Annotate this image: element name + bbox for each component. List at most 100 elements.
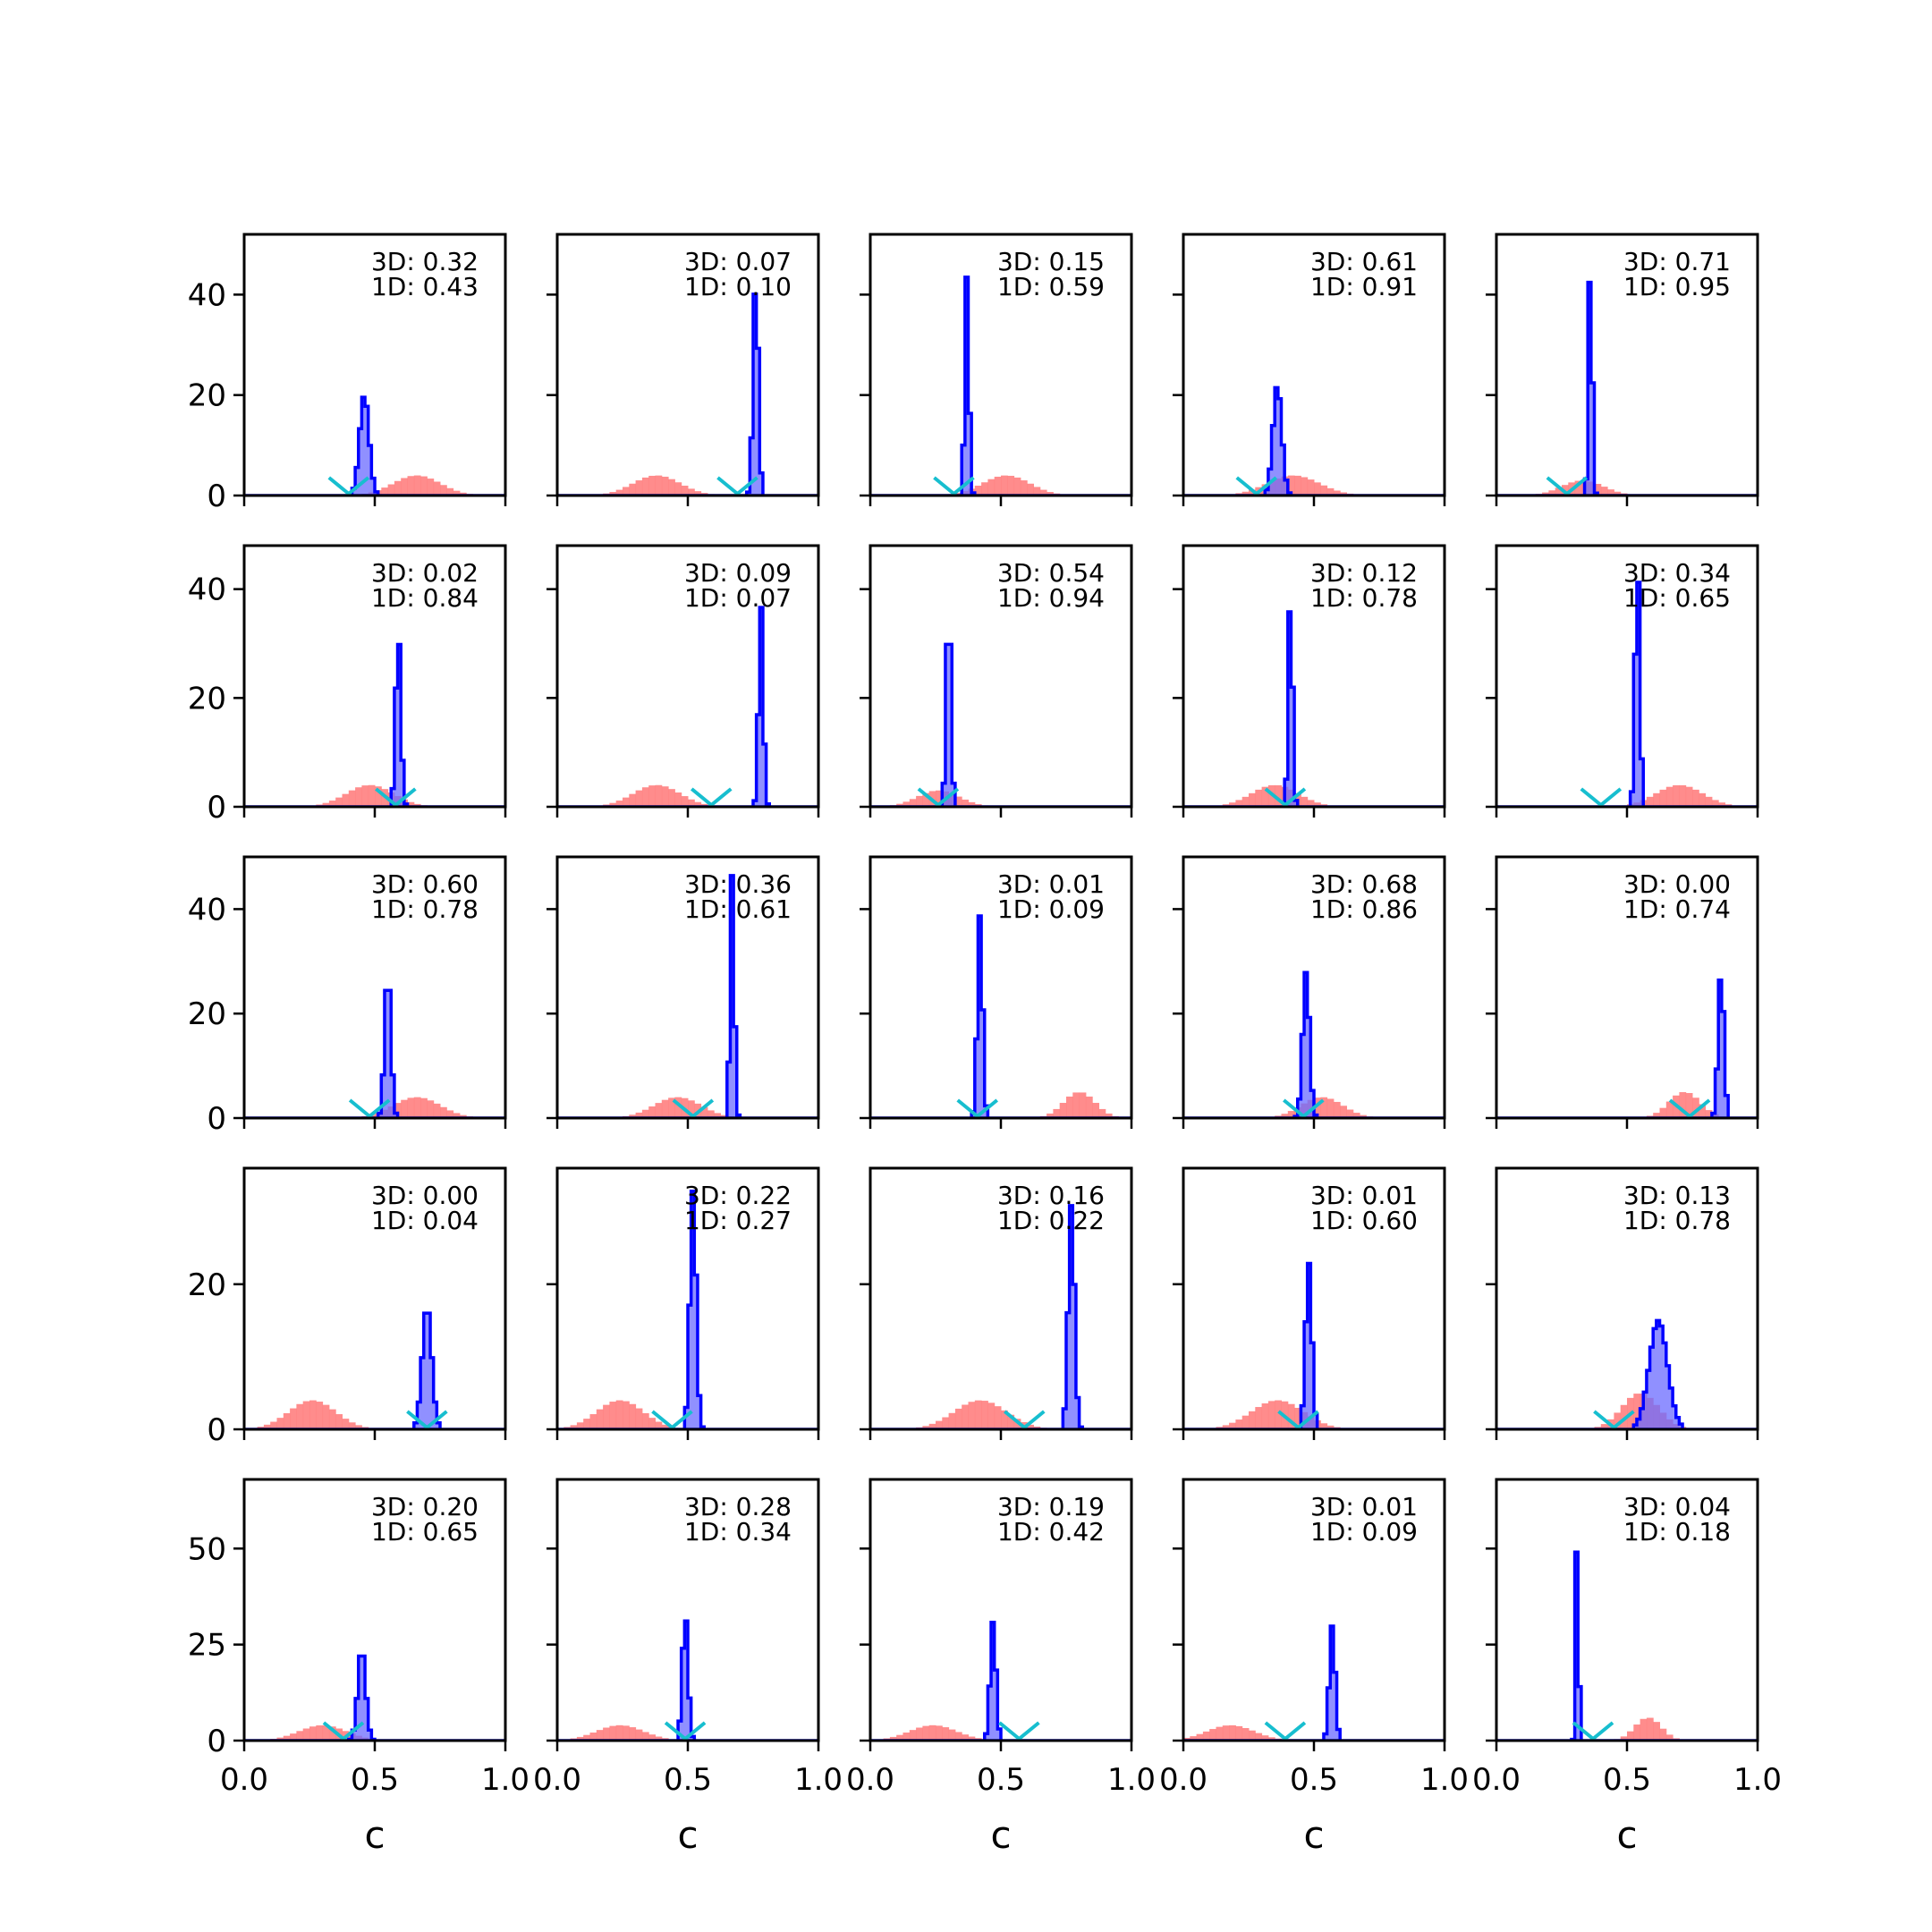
panel-annotation: 3D: 0.16	[997, 1181, 1105, 1210]
y-tick-label: 20	[188, 996, 226, 1032]
prior-bar	[1659, 1728, 1667, 1741]
prior-bar	[968, 1402, 976, 1429]
posterior-step	[1183, 970, 1445, 1118]
prior-bar	[1600, 487, 1608, 496]
panel-content	[557, 292, 818, 496]
prior-bar	[1333, 490, 1341, 496]
prior-bar	[922, 1725, 930, 1741]
prior-bar	[909, 799, 917, 807]
panel-annotation: 3D: 0.71	[1623, 247, 1731, 276]
panel-annotation: 3D: 0.32	[371, 247, 479, 276]
prior-bar	[623, 797, 630, 807]
panel-annotation: 1D: 0.95	[1623, 272, 1731, 301]
posterior-step	[1496, 280, 1758, 496]
truth-marker	[1593, 1410, 1635, 1429]
panel-annotation: 1D: 0.60	[1310, 1206, 1418, 1235]
posterior-step	[244, 642, 505, 807]
panel-annotation: 1D: 0.61	[684, 894, 792, 924]
prior-bar	[909, 1730, 917, 1741]
posterior-fill	[870, 916, 1131, 1118]
prior-bar	[1229, 1724, 1236, 1741]
y-tick-label: 0	[207, 1101, 226, 1137]
prior-bar	[1692, 1097, 1699, 1118]
prior-bar	[296, 1731, 304, 1741]
posterior-fill	[244, 644, 505, 807]
prior-bar	[1241, 1415, 1250, 1429]
prior-bar	[1222, 1725, 1230, 1741]
prior-bar	[355, 787, 362, 807]
prior-bar	[283, 1735, 291, 1741]
prior-bar	[948, 1412, 956, 1429]
prior-bar	[707, 1110, 715, 1118]
prior-bar	[655, 1736, 663, 1741]
prior-bar	[1190, 1736, 1198, 1741]
y-tick-label: 0	[207, 790, 226, 826]
prior-bar	[387, 484, 395, 496]
prior-bar	[1287, 1111, 1295, 1118]
prior-bar	[1320, 1097, 1328, 1118]
posterior-step	[1183, 386, 1445, 496]
panel-content	[244, 642, 505, 807]
posterior-fill	[1496, 1552, 1758, 1741]
prior-bar	[688, 488, 695, 496]
panel-annotation: 3D: 0.07	[684, 247, 792, 276]
prior-bar	[316, 1724, 324, 1741]
prior-bar	[1275, 1400, 1282, 1429]
prior-bar	[987, 1402, 996, 1429]
x-tick-label: 0.5	[351, 1762, 399, 1798]
prior-bar	[902, 1733, 911, 1741]
prior-bar	[453, 1113, 461, 1118]
prior-bar	[316, 1402, 324, 1429]
prior-bar	[420, 476, 428, 496]
prior-bar	[1249, 792, 1256, 807]
prior-bar	[1301, 796, 1309, 807]
prior-bar	[962, 1734, 969, 1741]
prior-bar	[954, 1732, 962, 1741]
prior-bar	[322, 802, 330, 807]
prior-bar	[1216, 1726, 1224, 1741]
prior-bar	[655, 784, 663, 807]
prior-bar	[446, 487, 454, 496]
prior-bar	[1653, 1113, 1660, 1118]
x-tick-label: 0.0	[1472, 1762, 1521, 1798]
y-tick-label: 0	[207, 479, 226, 514]
panel-annotation: 3D: 0.22	[684, 1181, 792, 1210]
panel-annotation: 3D: 0.02	[371, 558, 479, 588]
prior-bar	[1222, 1425, 1230, 1429]
prior-bar	[1333, 1101, 1341, 1118]
prior-bar	[283, 1412, 291, 1429]
prior-bar	[635, 1729, 643, 1741]
prior-bar	[1352, 1113, 1360, 1118]
prior-bar	[1013, 477, 1021, 496]
x-axis-label: c	[1616, 1813, 1637, 1857]
truth-marker	[327, 476, 370, 496]
truth-marker	[691, 787, 733, 807]
prior-bar	[623, 1725, 630, 1741]
truth-marker	[375, 787, 417, 807]
prior-bar	[916, 795, 923, 807]
x-tick-label: 0.5	[1603, 1762, 1651, 1798]
prior-bar	[1046, 1113, 1054, 1118]
panel-content	[1183, 1261, 1445, 1429]
posterior-fill	[244, 1313, 505, 1429]
prior-bar	[674, 1097, 682, 1118]
prior-bar	[641, 1412, 649, 1429]
prior-bar	[302, 1728, 310, 1741]
prior-bar	[974, 485, 982, 496]
prior-bar	[589, 1414, 597, 1429]
panel-content	[244, 395, 505, 496]
prior-bar	[661, 476, 669, 496]
prior-bar	[635, 1408, 643, 1429]
posterior-step	[1183, 1261, 1445, 1429]
prior-bar	[1705, 796, 1713, 807]
prior-bar	[413, 475, 421, 496]
prior-bar	[655, 475, 663, 496]
prior-bar	[648, 785, 656, 807]
x-tick-label: 1.0	[1733, 1762, 1782, 1798]
prior-bar	[1281, 1114, 1289, 1118]
posterior-step	[557, 606, 818, 807]
prior-bar	[1092, 1103, 1099, 1118]
